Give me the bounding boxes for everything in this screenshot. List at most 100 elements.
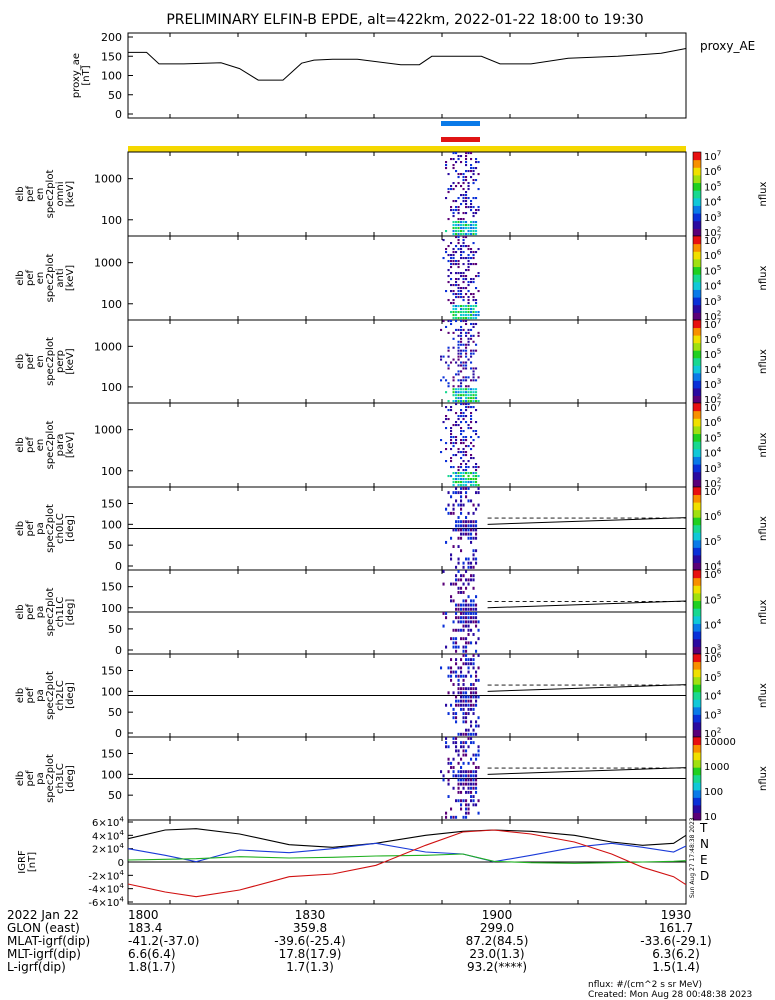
omni-cell: [470, 167, 473, 170]
panel-perp: elb pef en spec2plot perp [keV]10010001021031…: [15, 317, 769, 407]
ch0-cell: [475, 528, 478, 532]
para-cbar-tick: 107: [704, 400, 721, 415]
anti-cbar-segment: [693, 258, 701, 268]
ch2-ytick-label: 0: [115, 727, 122, 740]
xaxis-row-value: 1.5(1.4): [652, 960, 700, 974]
perp-cell: [462, 367, 465, 370]
ch2-cell: [455, 670, 458, 674]
ch2-cell: [467, 670, 470, 674]
anti-cell: [467, 248, 470, 251]
para-cell: [455, 478, 458, 481]
omni-cell: [445, 161, 448, 164]
ch3-cell: [470, 757, 473, 761]
para-cell: [460, 475, 463, 478]
ch0-cbar-label: nflux: [758, 516, 769, 541]
para-cell: [462, 469, 465, 472]
para-cell: [472, 475, 475, 478]
perp-cell: [457, 352, 460, 355]
perp-cell: [440, 328, 443, 331]
ch3-cell: [460, 766, 463, 769]
ch3-cell: [475, 753, 478, 757]
ch1-cell: [472, 607, 475, 611]
omni-cell: [475, 179, 478, 182]
omni-cell: [475, 197, 478, 200]
ch3-cell: [467, 770, 470, 774]
omni-cell: [470, 209, 473, 212]
ch0-cell: [460, 491, 463, 495]
ch2-cell: [462, 654, 465, 657]
ch3-cbar-segment: [693, 804, 701, 813]
omni-cell: [455, 170, 458, 173]
ch1-cell: [460, 578, 463, 582]
omni-frame: [127, 151, 687, 237]
ch3-cbar-segment: [693, 744, 701, 753]
anti-cell: [467, 296, 470, 299]
ch0-cell: [467, 511, 470, 515]
para-cell: [457, 466, 460, 469]
ch3-cell: [462, 782, 465, 786]
anti-ylabel-line: pef: [25, 270, 36, 287]
para-cell: [465, 406, 468, 409]
ch3-cell: [467, 790, 470, 794]
ch1-cell: [477, 620, 480, 624]
ch0-cell: [452, 511, 455, 515]
ch3-cell: [465, 741, 468, 745]
perp-cbar-segment: [693, 357, 701, 366]
ch1-cell: [467, 624, 470, 628]
ch0-cell: [470, 532, 473, 536]
ch0-cell: [460, 520, 463, 524]
ch3-cell: [470, 737, 473, 740]
ch3-cell: [455, 799, 458, 803]
omni-cell: [465, 194, 468, 197]
ch2-cell: [462, 687, 465, 691]
para-cell: [472, 439, 475, 442]
ch1-ytick-label: 0: [115, 644, 122, 657]
anti-cell: [452, 284, 455, 287]
ch0-cell: [457, 503, 460, 507]
perp-cell: [467, 358, 470, 361]
ch3-cell: [467, 774, 470, 778]
omni-cbar-segment: [693, 205, 701, 214]
anti-cell: [460, 311, 463, 314]
anti-cell: [472, 254, 475, 257]
omni-cell: [467, 188, 470, 191]
anti-cell: [457, 290, 460, 293]
perp-cell: [457, 334, 460, 337]
para-cell: [475, 421, 478, 424]
omni-cell: [465, 224, 468, 227]
perp-ytick-label: 1000: [94, 340, 122, 353]
ch3-cell: [475, 778, 478, 782]
perp-cell: [470, 334, 473, 337]
ch0-cell: [465, 557, 468, 561]
para-cbar-segment: [693, 456, 701, 465]
omni-cbar-tick: 103: [704, 209, 721, 224]
panel-ae: 0 50 100 150 200 proxy_ae [nT] proxy_AE: [71, 31, 755, 121]
perp-cell: [472, 394, 475, 397]
ch0-cell: [460, 528, 463, 532]
ch3-ytick-label: 50: [108, 789, 122, 802]
anti-cell: [455, 278, 458, 281]
anti-cell: [462, 305, 465, 308]
perp-cell: [467, 337, 470, 340]
ch0-cbar-segment: [693, 517, 701, 526]
anti-cbar-segment: [693, 266, 701, 275]
ch2-cell: [452, 707, 455, 711]
anti-cbar-segment: [693, 236, 701, 245]
ch3-cell: [467, 803, 470, 807]
anti-cell: [472, 305, 475, 308]
ch2-cell: [457, 699, 460, 703]
omni-cell: [470, 224, 473, 227]
perp-cell: [457, 328, 460, 331]
perp-cell: [475, 391, 478, 394]
perp-cell: [455, 373, 458, 376]
igrf-series-D: [127, 829, 687, 898]
anti-cell: [455, 281, 458, 284]
anti-cell: [467, 263, 470, 266]
omni-cell: [470, 230, 473, 233]
panel-ch1: elb pef pa spec2plot ch1LC [deg] 0 50 100 150 103 1…: [15, 567, 769, 658]
perp-cell: [460, 325, 463, 329]
para-cbar-segment: [693, 433, 701, 442]
ch0-cell: [475, 524, 478, 528]
perp-cell: [477, 376, 480, 379]
anti-cell: [462, 275, 465, 278]
